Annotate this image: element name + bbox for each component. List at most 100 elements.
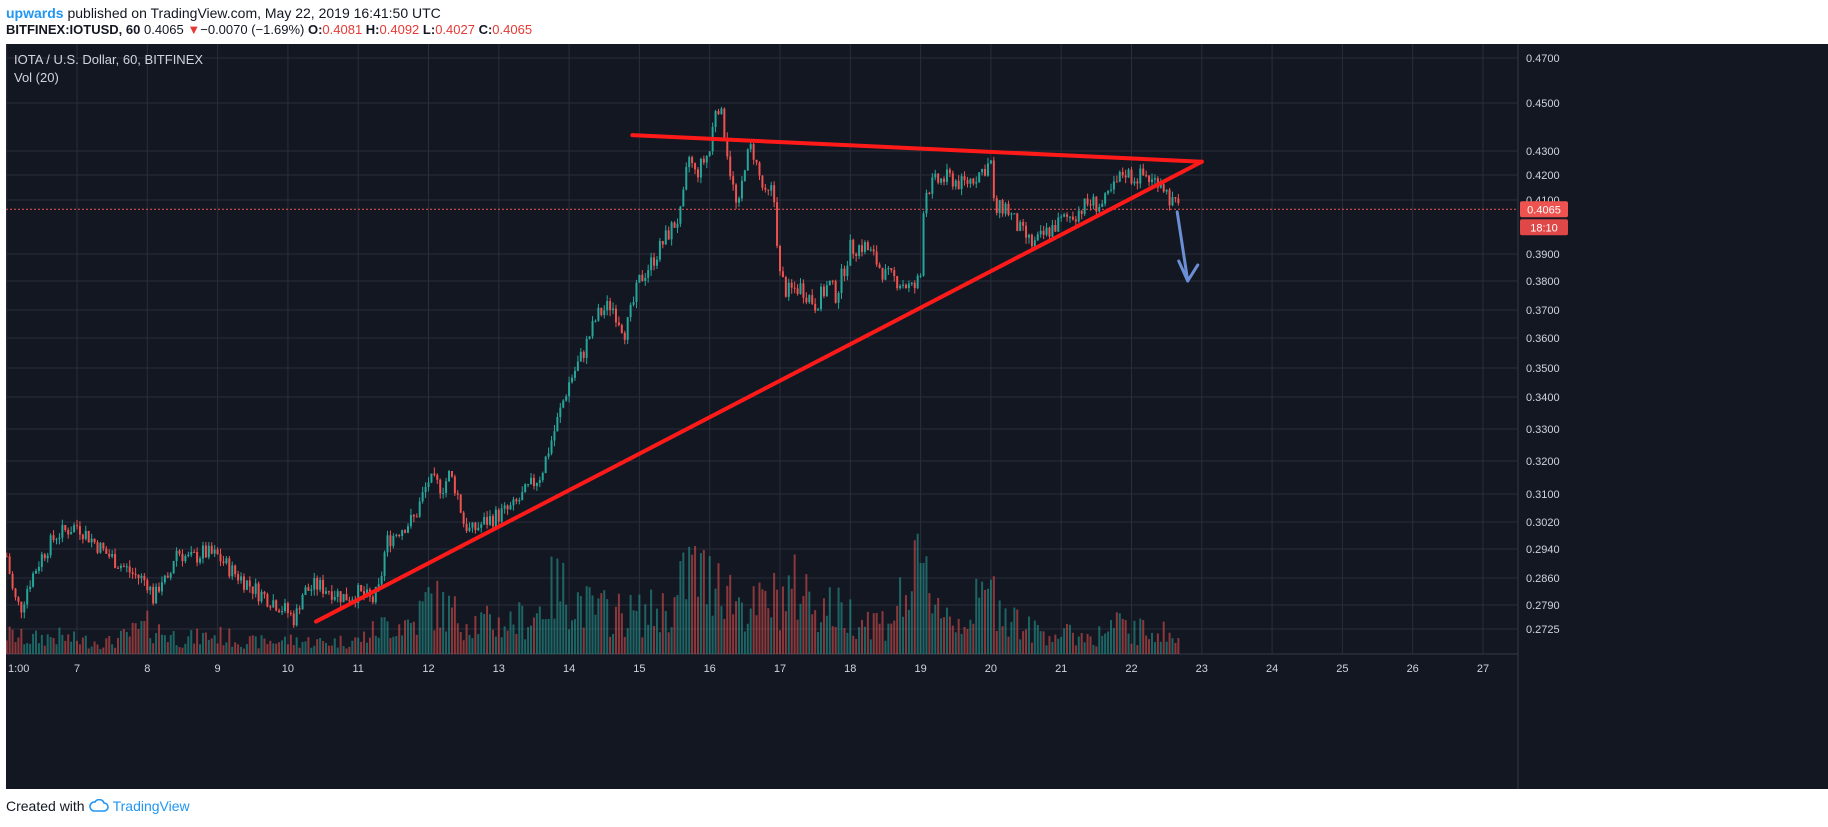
candle-body [459,494,462,513]
candle-body [424,486,427,493]
candle-body [1010,213,1013,215]
candle-body [237,574,240,581]
volume-bar [855,638,858,654]
volume-bar [899,577,902,654]
volume-bar [58,627,61,654]
volume-bar [1004,608,1007,654]
candle-body [872,249,875,252]
price-chart-svg[interactable]: 0.47000.45000.43000.42000.41000.39000.38… [6,44,1828,789]
author-link[interactable]: upwards [6,5,64,21]
volume-bar [1156,633,1159,654]
volume-bar [237,644,240,654]
x-tick-label: 24 [1266,663,1278,675]
volume-bar [122,629,125,654]
candle-body [412,514,415,517]
y-tick-label: 0.3100 [1526,489,1560,501]
volume-bar [486,605,489,654]
candle-body [530,477,533,485]
volume-bar [650,589,653,654]
candle-body [705,155,708,163]
candle-body [532,477,535,487]
candle-body [228,558,231,577]
volume-bar [702,549,705,654]
candle-body [295,608,298,626]
candle-body [433,473,436,475]
candle-body [696,169,699,178]
volume-bar [773,572,776,654]
candle-body [152,586,155,604]
volume-bar [327,645,330,654]
published-text: published on TradingView.com, May 22, 20… [63,5,441,21]
volume-bar [623,636,626,654]
volume-bar [594,614,597,654]
tradingview-brand-link[interactable]: TradingView [112,798,190,814]
volume-bar [225,642,228,654]
volume-bar [1051,642,1054,654]
volume-bar [547,618,550,654]
candle-body [972,178,975,184]
volume-bar [105,638,108,654]
volume-bar [793,554,796,654]
y-tick-label: 0.3700 [1526,305,1560,317]
candle-body [84,530,87,540]
volume-bar [872,613,875,654]
candle-body [658,240,661,260]
volume-bar [471,638,474,654]
candle-body [184,555,187,562]
candle-body [1127,169,1130,178]
falling-trendline [630,133,1204,164]
candle-body [1057,217,1060,232]
volume-bar [275,643,278,654]
candle-body [981,168,984,173]
volume-bar [1109,620,1112,654]
volume-bar [1007,636,1010,654]
candle-body [638,274,641,283]
close-label: C: [478,22,493,37]
candle-body [131,572,134,574]
volume-bar [559,601,562,654]
volume-bar [474,615,477,654]
candle-body [884,269,887,280]
candle-body [319,579,322,590]
volume-bar [1151,632,1154,654]
candle-body [210,545,213,554]
x-tick-label: 17 [774,663,786,675]
candle-body [90,538,93,543]
volume-bar [392,636,395,654]
candle-body [843,268,846,277]
volume-bar [1083,642,1086,654]
candle-body [609,301,612,311]
volume-bar [339,635,342,654]
candle-body [172,561,175,574]
volume-bar [562,562,565,654]
volume-bar [34,630,37,654]
volume-bar [272,643,275,654]
candle-body [1148,175,1151,183]
chart-area[interactable]: 0.4700 0.4500 0.4300 0.4200 0.4100 0.3900 0.38… [6,44,1828,789]
candle-body [746,149,749,171]
volume-bar [371,621,374,654]
candle-body [462,512,465,524]
candle-body [998,200,1001,213]
candle-body [922,213,925,276]
candle-body [802,283,805,298]
volume-bar [500,637,503,654]
volume-bar [814,610,817,654]
x-tick-label: 15 [633,663,645,675]
high-label: H: [365,22,380,37]
volume-bar [945,607,948,654]
x-tick-label: 23 [1196,663,1208,675]
candle-body [404,530,407,533]
publish-info: upwards published on TradingView.com, Ma… [6,5,441,21]
candle-body [538,480,541,483]
candle-body [196,551,199,563]
volume-bar [324,642,327,654]
x-tick-label: 7 [74,663,80,675]
volume-bar [102,647,105,654]
volume-bar [1033,620,1036,654]
last-price: 0.4065 [143,22,184,37]
candle-body [181,553,184,562]
candle-body [266,594,269,607]
volume-bar [571,620,574,654]
candle-body [1089,204,1092,206]
